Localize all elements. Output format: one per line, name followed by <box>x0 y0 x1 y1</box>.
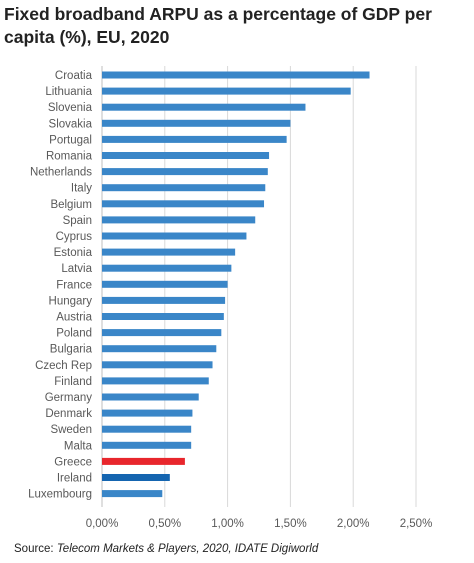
category-label: Greece <box>54 456 92 468</box>
bar-luxembourg <box>102 490 163 498</box>
source-prefix: Source: <box>14 543 57 555</box>
category-label: Luxembourg <box>28 489 92 501</box>
bar-finland <box>102 377 209 385</box>
bar-chart: Croatia Lithuania Slovenia Slovakia Portugal… <box>28 66 433 530</box>
category-label: Italy <box>71 183 92 195</box>
bar-denmark <box>102 409 193 417</box>
category-label: Austria <box>56 312 92 324</box>
category-label: Belgium <box>50 199 92 211</box>
category-label: Czech Rep <box>35 360 92 372</box>
category-label: Spain <box>63 215 92 227</box>
bar-germany <box>102 393 199 401</box>
category-label: Denmark <box>45 408 92 420</box>
bar-sweden <box>102 425 192 433</box>
category-label: Finland <box>54 376 92 388</box>
source-text: Telecom Markets & Players, 2020, IDATE D… <box>56 543 319 555</box>
category-label: Lithuania <box>45 86 92 98</box>
bar-italy <box>102 184 266 192</box>
bar-portugal <box>102 135 287 143</box>
bar-greece <box>102 457 185 465</box>
category-label: Netherlands <box>30 167 92 179</box>
bar-slovenia <box>102 103 306 111</box>
category-label: Malta <box>64 440 93 452</box>
category-label: France <box>56 279 92 291</box>
bar-austria <box>102 313 224 320</box>
x-tick-label: 0,50% <box>148 518 181 530</box>
bar-cyprus <box>102 232 247 240</box>
bar-czech-rep <box>102 361 213 369</box>
bar-netherlands <box>102 168 268 176</box>
category-label: Slovakia <box>49 118 93 130</box>
bar-hungary <box>102 296 226 304</box>
bar-bulgaria <box>102 345 217 353</box>
bar-ireland <box>102 474 170 481</box>
bar-spain <box>102 216 256 224</box>
category-label: Ireland <box>57 473 92 485</box>
category-label: Bulgaria <box>50 344 93 356</box>
chart-title: Fixed broadband ARPU as a percentage of … <box>4 4 432 47</box>
x-tick-label: 0,00% <box>86 518 119 530</box>
category-label: Croatia <box>55 70 93 82</box>
x-tick-label: 1,00% <box>211 518 244 530</box>
category-label: Sweden <box>50 424 92 436</box>
category-label: Slovenia <box>48 102 93 114</box>
bar-slovakia <box>102 119 291 127</box>
category-label: Romania <box>46 151 93 163</box>
bar-france <box>102 280 228 288</box>
x-tick-label: 2,00% <box>337 518 370 530</box>
category-label: Poland <box>56 328 92 340</box>
category-label: Cyprus <box>56 231 93 243</box>
category-label: Portugal <box>49 134 92 146</box>
bar-lithuania <box>102 87 351 95</box>
bar-poland <box>102 329 222 337</box>
x-tick-label: 1,50% <box>274 518 307 530</box>
bar-croatia <box>102 71 370 79</box>
category-label: Latvia <box>61 263 92 275</box>
category-label: Hungary <box>49 295 93 307</box>
bar-estonia <box>102 248 236 256</box>
bar-malta <box>102 441 192 449</box>
source-note: Source: Telecom Markets & Players, 2020,… <box>14 543 318 555</box>
category-label: Germany <box>45 392 93 404</box>
x-tick-label: 2,50% <box>400 518 433 530</box>
category-label: Estonia <box>54 247 93 259</box>
bar-romania <box>102 152 270 159</box>
bar-latvia <box>102 264 232 272</box>
bar-belgium <box>102 200 265 208</box>
